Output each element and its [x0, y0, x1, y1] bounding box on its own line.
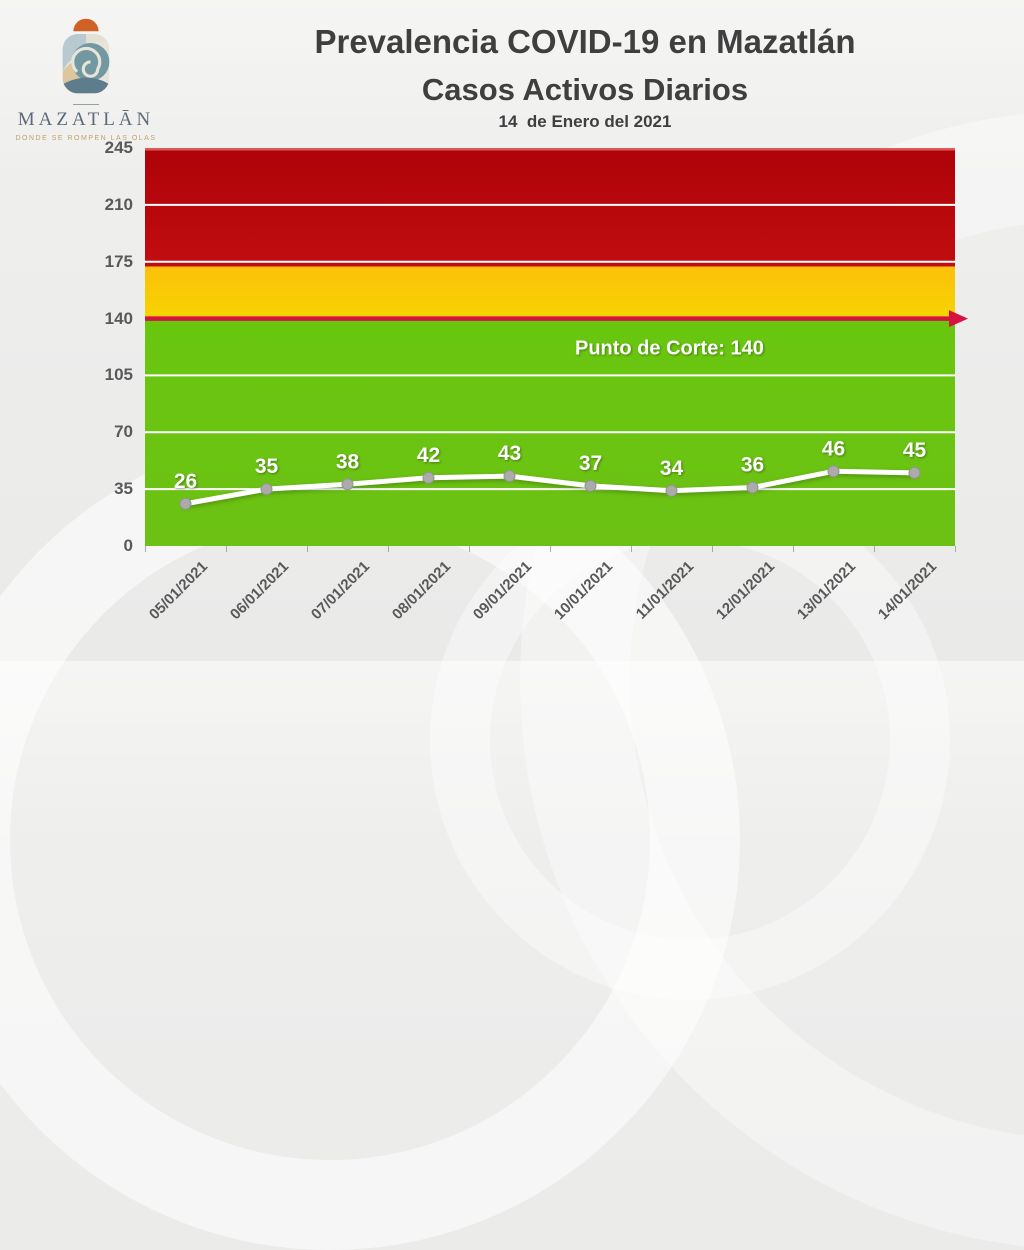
data-point-label: 45: [903, 439, 927, 462]
y-axis-label: 35: [114, 479, 133, 499]
data-point-label: 37: [579, 452, 602, 475]
x-axis-label: 08/01/2021: [389, 558, 455, 624]
y-axis-label: 0: [123, 536, 133, 555]
data-point-marker: [422, 471, 435, 484]
y-axis-label: 210: [104, 194, 133, 214]
plot-top-border: [145, 148, 955, 151]
report-date: 14 de Enero del 2021: [498, 112, 672, 131]
y-axis-label: 175: [104, 251, 133, 271]
data-point-label: 38: [336, 450, 360, 473]
x-axis-label: 14/01/2021: [875, 558, 941, 624]
x-axis-tick: [226, 546, 227, 552]
y-axis-label: 140: [104, 308, 133, 328]
data-point-label: 43: [498, 442, 521, 465]
x-axis-label: 05/01/2021: [146, 558, 212, 624]
x-axis-label: 11/01/2021: [632, 558, 698, 623]
logo-divider: [73, 104, 99, 105]
data-point-marker: [827, 465, 840, 478]
x-axis-tick: [793, 546, 794, 552]
data-point-label: 26: [174, 470, 197, 493]
zone-band-alerta-amarilla: [145, 266, 955, 319]
data-point-marker: [665, 484, 678, 497]
shell-logo-icon: [62, 18, 110, 94]
data-point-marker: [908, 466, 921, 479]
y-axis-label: 105: [104, 365, 133, 385]
x-axis-label: 13/01/2021: [794, 558, 860, 624]
line-chart: Punto de Corte: 140 26 35 38 42 43 37 34 36 46 45: [145, 148, 968, 546]
x-axis-label: 12/01/2021: [713, 558, 779, 624]
data-point-marker: [179, 497, 192, 510]
data-point-marker: [503, 470, 516, 483]
x-axis-label: 07/01/2021: [308, 558, 374, 624]
data-point-marker: [260, 483, 273, 496]
x-axis-label: 09/01/2021: [470, 558, 536, 624]
x-axis-tick: [874, 546, 875, 552]
data-point-label: 35: [255, 455, 279, 478]
x-axis-label: 10/01/2021: [551, 558, 617, 624]
cutoff-label: Punto de Corte: 140: [575, 338, 764, 360]
data-point-label: 34: [660, 457, 684, 480]
logo-brand-text: MAZATLĀN: [17, 109, 155, 130]
x-axis-label: 06/01/2021: [227, 558, 293, 624]
x-axis-tick: [307, 546, 308, 552]
data-point-label: 42: [417, 444, 440, 467]
data-point-label: 46: [822, 437, 845, 460]
x-axis-tick: [388, 546, 389, 552]
page-subtitle: Casos Activos Diarios: [421, 72, 749, 107]
data-point-marker: [746, 481, 759, 494]
data-point-marker: [341, 478, 354, 491]
x-axis-tick: [469, 546, 470, 552]
x-axis-tick: [145, 546, 146, 552]
data-point-label: 36: [741, 454, 764, 477]
chart-header: Prevalencia COVID-19 en Mazatlán Casos A…: [160, 22, 1010, 132]
y-axis-label: 245: [104, 138, 133, 157]
x-axis-tick: [631, 546, 632, 552]
cutoff-arrowhead: [949, 310, 968, 328]
data-point-marker: [584, 479, 597, 492]
logo-tagline-text: DONDE SE ROMPEN LAS OLAS: [15, 135, 157, 142]
x-axis-tick: [955, 546, 956, 552]
x-axis-tick: [712, 546, 713, 552]
zone-band-alerta-roja: [145, 148, 955, 267]
page-title: Prevalencia COVID-19 en Mazatlán: [314, 23, 856, 60]
mazatlan-logo: MAZATLĀN DONDE SE ROMPEN LAS OLAS: [10, 6, 162, 142]
x-axis-tick: [550, 546, 551, 552]
y-axis-label: 70: [114, 422, 133, 442]
